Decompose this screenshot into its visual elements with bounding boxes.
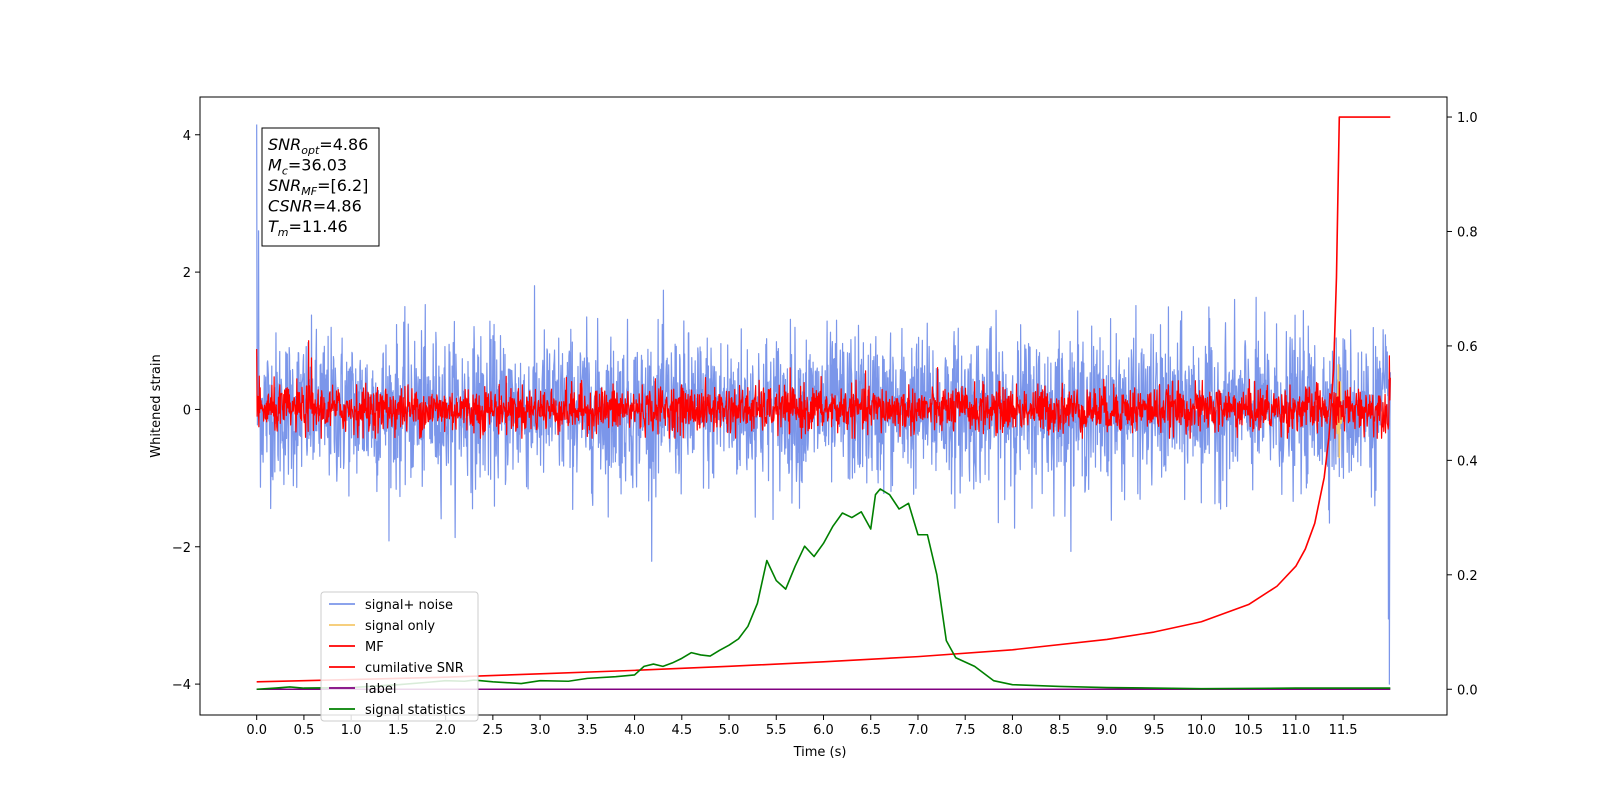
x-tick-label: 6.0 (813, 723, 834, 738)
x-tick-label: 10.5 (1234, 723, 1263, 738)
legend-frame (320, 591, 479, 722)
x-tick-label: 2.0 (435, 723, 456, 738)
y-right-tick-label: 1.0 (1457, 111, 1478, 126)
x-tick-label: 10.0 (1187, 723, 1216, 738)
annotation-box: SNRopt=4.86Mc=36.03SNRMF=[6.2]CSNR=4.86T… (261, 127, 380, 247)
x-tick-label: 9.5 (1144, 723, 1165, 738)
y-right-tick-label: 0.0 (1457, 683, 1478, 698)
x-tick-label: 4.0 (624, 723, 645, 738)
x-tick-label: 0.5 (294, 723, 315, 738)
y-right-tick-label: 0.2 (1457, 569, 1478, 584)
y-axis-label: Whitened strain (149, 354, 164, 457)
x-tick-label: 2.5 (483, 723, 504, 738)
legend-entry: cumilative SNR (365, 661, 464, 676)
y-axis-ticks-right: 0.0 0.2 0.4 0.6 0.8 1.0 (1447, 111, 1478, 698)
legend-entry: signal statistics (365, 703, 466, 718)
x-tick-label: 6.5 (860, 723, 881, 738)
legend-entry: MF (365, 640, 384, 655)
y-right-tick-label: 0.6 (1457, 340, 1478, 355)
x-tick-label: 1.0 (341, 723, 362, 738)
x-tick-label: 3.5 (577, 723, 598, 738)
annotation-frame (261, 127, 380, 247)
y-tick-label: 4 (183, 129, 191, 144)
x-tick-label: 11.0 (1281, 723, 1310, 738)
annotation-line: Mc=36.03 (268, 156, 347, 178)
y-right-tick-label: 0.8 (1457, 225, 1478, 240)
annotation-line: SNRMF=[6.2] (268, 176, 368, 198)
x-tick-label: 4.5 (671, 723, 692, 738)
x-tick-label: 1.5 (388, 723, 409, 738)
y-tick-label: 0 (183, 403, 191, 418)
legend-entry: label (365, 682, 396, 697)
x-tick-label: 11.5 (1329, 723, 1358, 738)
x-tick-label: 8.0 (1002, 723, 1023, 738)
x-tick-label: 3.0 (530, 723, 551, 738)
series-line-cumilative-snr (256, 116, 1391, 683)
x-tick-label: 5.5 (766, 723, 787, 738)
y-right-tick-label: 0.4 (1457, 454, 1478, 469)
x-tick-label: 5.0 (719, 723, 740, 738)
series-line-signal-statistics (256, 488, 1391, 691)
y-tick-label: 2 (183, 266, 191, 281)
x-axis-ticks: 0.0 0.5 1.0 1.5 2.0 2.5 3.0 3.5 4.0 4.5 5.0 5.5 6.0 6… (246, 715, 1358, 738)
x-tick-label: 9.0 (1097, 723, 1118, 738)
legend-entry: signal only (365, 619, 435, 634)
x-tick-label: 7.0 (908, 723, 929, 738)
y-tick-label: −4 (172, 678, 191, 693)
legend-entry: signal+ noise (365, 598, 453, 613)
legend: signal+ noise signal only MF cumilative SNR… (320, 591, 479, 722)
x-axis-label: Time (s) (793, 745, 847, 760)
x-tick-label: 8.5 (1049, 723, 1070, 738)
series-line-mf (256, 340, 1391, 439)
y-tick-label: −2 (172, 541, 191, 556)
x-tick-label: 7.5 (955, 723, 976, 738)
series-line-signal-noise (256, 124, 1391, 685)
annotation-line: CSNR=4.86 (268, 197, 362, 216)
annotation-line: Tm=11.46 (268, 217, 348, 239)
x-tick-label: 0.0 (246, 723, 267, 738)
y-axis-ticks-left: −4 −2 0 2 4 (172, 129, 200, 693)
annotation-line: SNRopt=4.86 (268, 135, 368, 157)
